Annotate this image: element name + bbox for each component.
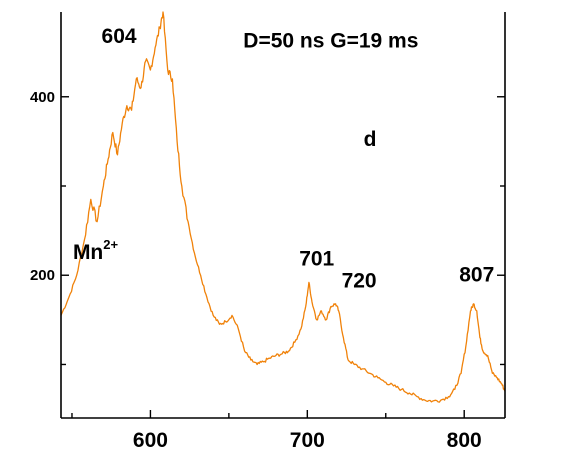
x-tick-label: 600 bbox=[133, 429, 168, 452]
x-tick-label: 800 bbox=[447, 429, 482, 452]
peak-annotation: 604 bbox=[102, 25, 137, 48]
x-tick-label: 700 bbox=[290, 429, 325, 452]
peak-annotation: 720 bbox=[342, 270, 377, 293]
peak-annotation: 701 bbox=[299, 247, 334, 270]
spectrum-series-line bbox=[61, 11, 505, 403]
peak-annotation: D=50 ns G=19 ms bbox=[243, 30, 418, 53]
peak-annotation: Mn2+ bbox=[73, 237, 119, 264]
y-tick-label: 400 bbox=[30, 89, 55, 106]
axes bbox=[60, 12, 506, 419]
annotations: 604 D=50 ns G=19 ms d Mn2+ 701 720 807 bbox=[73, 25, 494, 292]
peak-annotation: d bbox=[364, 128, 377, 151]
y-tick-label: 200 bbox=[30, 267, 55, 284]
series-layer bbox=[61, 11, 505, 403]
peak-annotation: 807 bbox=[459, 263, 494, 286]
ticks: 600 700 800 200 400 bbox=[30, 89, 505, 452]
